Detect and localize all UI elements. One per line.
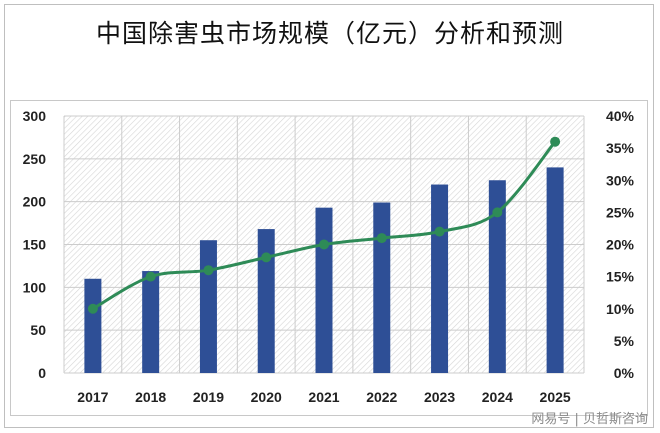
x-tick-label: 2019	[193, 389, 224, 405]
bar-2018	[142, 271, 160, 373]
x-axis-ticks: 2017 2018 2019 2020 2021 2022 2023 2024 2025	[77, 389, 571, 405]
x-tick-label: 2020	[251, 389, 282, 405]
right-tick-label: 40%	[606, 108, 635, 124]
point-2018	[145, 271, 156, 282]
x-tick-label: 2025	[540, 389, 571, 405]
bar-2021	[315, 207, 333, 373]
point-2021	[319, 239, 329, 250]
right-tick-label: 20%	[606, 237, 635, 253]
left-tick-label: 300	[23, 108, 47, 124]
left-axis-ticks: 0 50 100 150 200 250 300	[23, 108, 47, 381]
right-tick-label: 35%	[606, 140, 635, 156]
chart-title: 中国除害虫市场规模（亿元）分析和预测	[95, 19, 564, 48]
left-tick-label: 100	[23, 279, 47, 295]
x-tick-label: 2021	[308, 389, 339, 405]
right-tick-label: 25%	[606, 204, 635, 220]
left-tick-label: 150	[23, 237, 47, 253]
watermark: 网易号 | 贝哲斯咨询	[531, 412, 648, 427]
right-tick-label: 30%	[606, 172, 635, 188]
bar-2017	[84, 278, 102, 373]
bar-series	[84, 167, 564, 373]
x-tick-label: 2024	[482, 389, 513, 405]
bar-2022	[373, 202, 391, 373]
x-tick-label: 2017	[77, 389, 108, 405]
right-tick-label: 15%	[606, 269, 635, 285]
right-tick-label: 5%	[614, 333, 635, 349]
bar-2025	[546, 167, 564, 373]
left-tick-label: 50	[30, 322, 46, 338]
left-tick-label: 200	[23, 194, 47, 210]
point-2020	[261, 252, 272, 263]
point-2024	[492, 207, 503, 218]
plot-frame	[10, 100, 648, 416]
point-2019	[203, 265, 214, 276]
bar-2023	[431, 184, 449, 373]
point-2017	[87, 303, 98, 314]
right-tick-label: 0%	[614, 365, 635, 381]
point-2023	[434, 226, 445, 237]
x-tick-label: 2018	[135, 389, 166, 405]
bar-2024	[488, 180, 506, 373]
left-tick-label: 250	[23, 151, 47, 167]
point-2025	[550, 136, 561, 147]
right-tick-label: 10%	[606, 301, 635, 317]
right-axis-ticks: 0% 5% 10% 15% 20% 25% 30% 35% 40%	[606, 108, 635, 381]
point-2022	[376, 233, 387, 244]
line-series	[87, 136, 561, 314]
bar-2019	[199, 240, 217, 373]
left-tick-label: 0	[38, 365, 46, 381]
bar-2020	[257, 229, 275, 373]
x-tick-label: 2023	[424, 389, 455, 405]
x-tick-label: 2022	[366, 389, 397, 405]
